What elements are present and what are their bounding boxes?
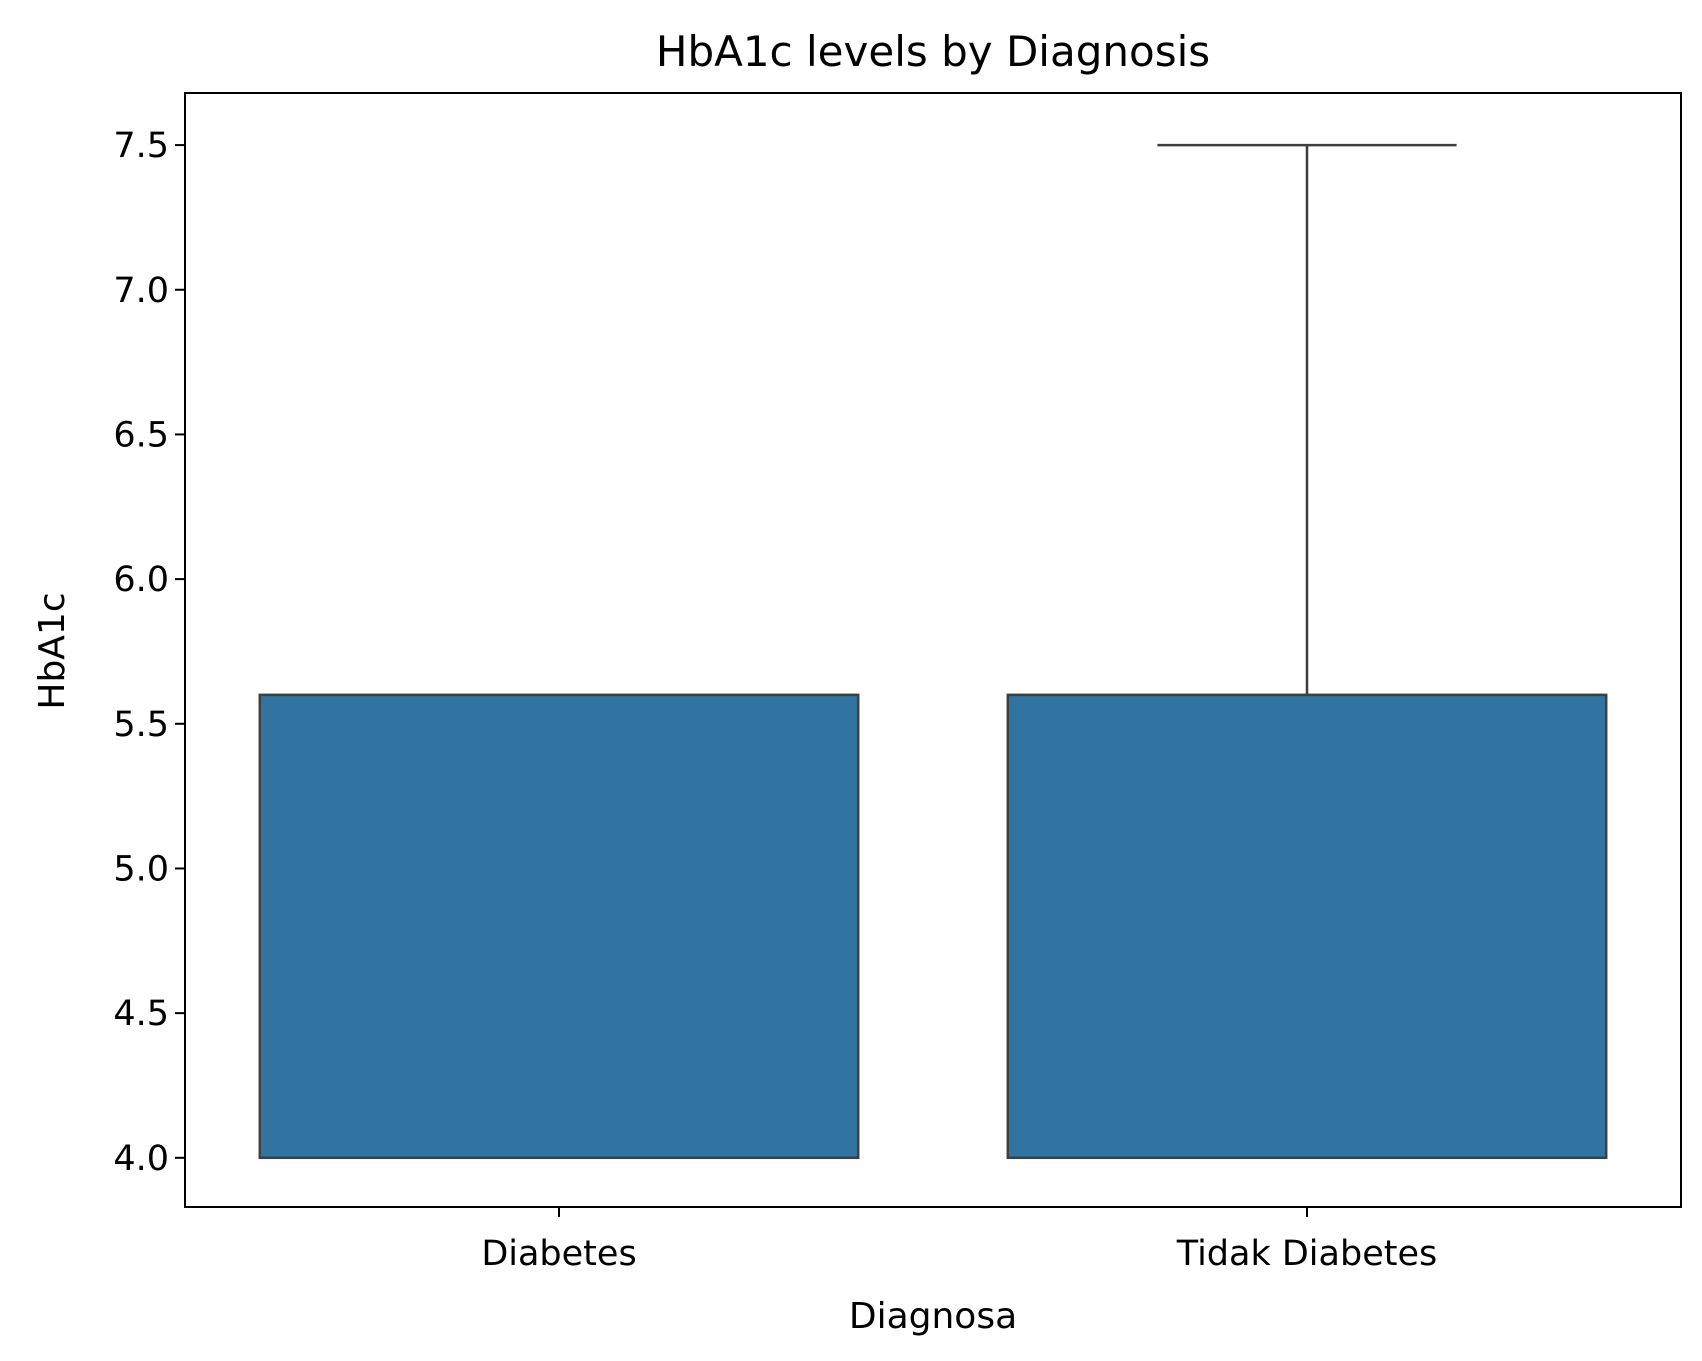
y-tick-label: 4.5 [113, 994, 169, 1034]
y-axis-label: HbA1c [32, 592, 73, 709]
y-tick-label: 6.5 [113, 415, 169, 455]
boxes-layer [258, 143, 1608, 1160]
y-tick-label: 7.0 [113, 271, 169, 311]
box-plot-1 [1006, 143, 1608, 1160]
y-tick-label: 7.5 [113, 126, 169, 166]
y-tick-label: 4.0 [113, 1139, 169, 1179]
y-axis: 4.0 4.5 5.0 5.5 6.0 6.5 7.0 7.5 [113, 126, 185, 1179]
box-body [258, 693, 860, 1160]
box-body [1006, 693, 1608, 1160]
box-plot-0 [258, 693, 860, 1160]
y-tick-label: 5.0 [113, 849, 169, 889]
x-tick-label: Diabetes [481, 1234, 636, 1274]
x-tick-label: Tidak Diabetes [1176, 1234, 1437, 1274]
y-tick-label: 5.5 [113, 705, 169, 745]
chart-title: HbA1c levels by Diagnosis [656, 27, 1210, 76]
y-tick-label: 6.0 [113, 560, 169, 600]
plot-frame [184, 92, 1682, 1208]
x-axis-label: Diagnosa [849, 1296, 1017, 1337]
x-axis: Diabetes Tidak Diabetes [481, 1207, 1437, 1274]
